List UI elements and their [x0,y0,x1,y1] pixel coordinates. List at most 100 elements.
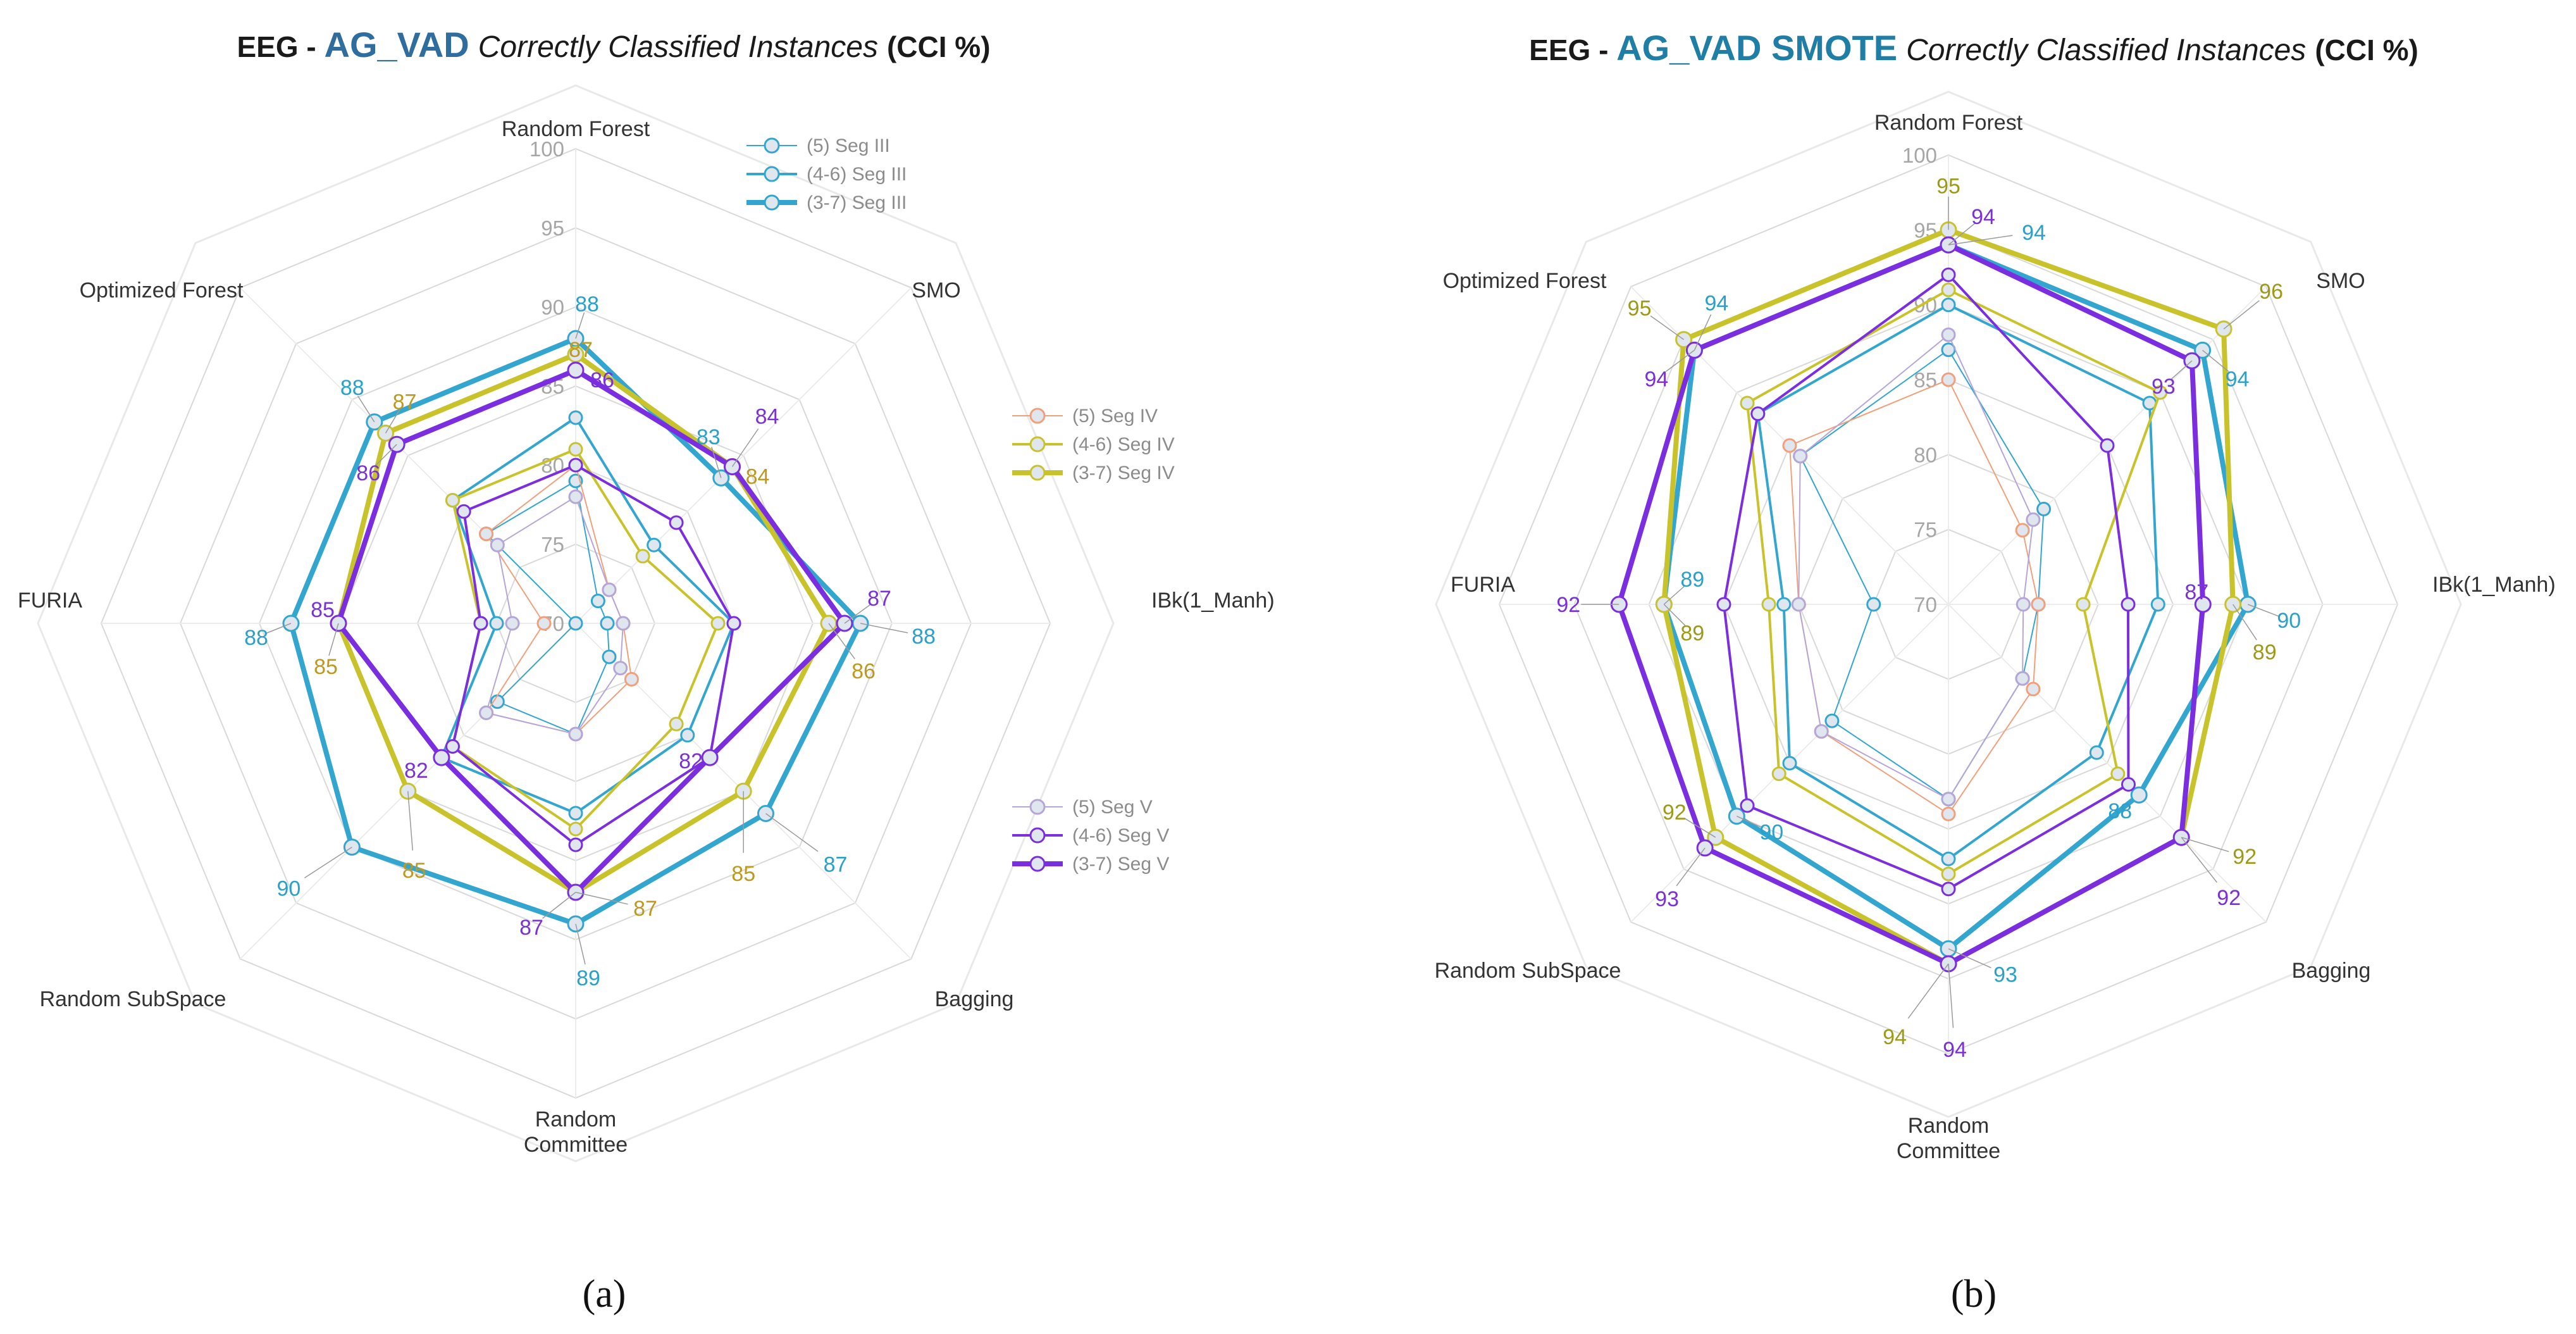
data-point-5-seg-v-7 [1782,438,1797,453]
outer-frame [1435,90,2462,1118]
data-label-95-21: 95 [1628,297,1652,321]
data-point-4-6-seg-v-4 [1941,882,1956,897]
data-point-4-6-seg-iv-0 [1941,282,1956,297]
data-label-93-17: 93 [1655,887,1679,911]
title-prefix-b: EEG - [1529,34,1616,66]
data-label-leader-15 [1684,818,1716,838]
data-point-4-6-seg-v-2 [726,616,741,631]
data-point-4-6-seg-v-1 [2100,438,2115,453]
data-point-4-6-seg-iii-0 [568,410,583,425]
data-label-leader-13 [542,892,576,919]
legend-entry-3-7-seg-v: (3-7) Seg V [1072,854,1169,875]
data-point-5-seg-iii-2 [600,616,615,631]
tick-label-80: 80 [1914,443,1937,466]
legend-entry-5-seg-iv: (5) Seg IV [1072,406,1158,427]
legend-entry-4-6-seg-iv: (4-6) Seg IV [1072,434,1175,455]
data-point-5-seg-v-6 [1791,597,1806,612]
data-point-4-6-seg-v-0 [1941,267,1956,282]
category-label-ibk-1-manh: IBk(1_Manh) [2432,573,2556,597]
data-label-82-9: 82 [679,749,703,773]
data-label-leader-20 [1663,604,1686,626]
data-point-5-seg-v-0 [1941,372,1956,387]
legend-swatch-marker-5-seg-iii [764,137,780,154]
data-label-87-22: 87 [393,390,417,415]
data-point-5-seg-iii-6 [1866,597,1881,612]
category-label-random-subspace: Random SubSpace [1435,959,1621,983]
data-point-5-seg-v-4 [1941,806,1956,821]
data-point-3-7-seg-v-5 [433,749,450,766]
legend-swatch-marker-5-seg-v [1029,799,1046,815]
tick-label-100: 100 [1902,144,1937,167]
data-label-85-19: 85 [314,655,338,679]
data-label-88-7: 88 [912,625,936,649]
data-label-94-14: 94 [1943,1038,1967,1062]
data-point-4-6-seg-iii-0 [1941,297,1956,313]
data-label-89-14: 89 [576,966,600,990]
data-label-88-10: 88 [2108,799,2132,823]
legend-swatch-marker-3-7-seg-iv [1029,464,1046,481]
data-label-leader-12 [1948,948,1991,968]
legend-swatch-marker-4-6-seg-iv [1029,436,1046,452]
data-label-leader-2 [1948,235,2013,246]
data-point-5-seg-v-0 [568,489,583,504]
category-label-smo: SMO [912,278,960,302]
data-point-4-6-seg-iii-1 [647,537,662,552]
data-label-87-13: 87 [519,916,543,940]
data-point-4-6-seg-v-6 [1716,597,1731,612]
data-label-leader-11 [2181,837,2217,883]
data-label-83-3: 83 [697,425,721,449]
category-label-furia: FURIA [1451,573,1515,597]
data-label-leader-14 [575,923,586,964]
data-point-4-6-seg-v-4 [568,837,583,852]
category-label-ibk-1-manh: IBk(1_Manh) [1151,589,1275,613]
data-label-90-16: 90 [1759,821,1783,845]
data-label-92-11: 92 [2217,886,2241,910]
data-point-4-6-seg-v-2 [2121,597,2136,612]
legend-top-right: (5) Seg III (4-6) Seg III (3-7) Seg III [746,135,907,213]
data-point-5-seg-v-1 [2026,512,2041,527]
series-line-4-6-seg-iv-4 [451,448,719,830]
data-label-85-16: 85 [402,859,426,883]
data-label-92-15: 92 [1663,801,1687,825]
data-label-94-22: 94 [1704,291,1728,315]
data-point-4-6-seg-iv-2 [2076,597,2091,612]
category-label-random-forest: Random Forest [1874,111,2023,135]
tick-label-75: 75 [1914,518,1937,542]
data-label-leader-14 [1948,963,1954,1028]
category-label-random-forest: Random Forest [502,117,650,141]
data-point-5-seg-iv-7 [479,527,494,542]
data-label-leader-7 [2248,604,2279,617]
data-label-89-20: 89 [1680,621,1704,645]
data-point-5-seg-iv-6 [536,616,552,631]
series-line-5-seg-v-6 [1798,334,2034,800]
data-label-leader-8 [2232,604,2257,640]
radar-panel-b: EEG - AG_VAD SMOTE Correctly Classified I… [1435,28,2556,1316]
legend-entry-4-6-seg-iii: (4-6) Seg III [807,164,907,185]
data-point-4-6-seg-iv-3 [669,716,684,732]
data-point-4-6-seg-iv-7 [1740,396,1755,411]
data-point-5-seg-v-2 [2031,597,2046,612]
data-point-5-seg-v-4 [568,726,583,742]
data-point-4-6-seg-iv-6 [1761,597,1776,612]
data-label-leader-13 [1907,963,1949,1019]
data-point-5-seg-v-7 [1793,449,1808,464]
category-label-smo: SMO [2316,269,2365,293]
data-label-leader-23 [1665,349,1695,372]
data-label-90-7: 90 [2277,609,2301,633]
data-label-leader-3 [2223,300,2260,330]
data-label-92-9: 92 [2232,845,2257,869]
data-label-94-23: 94 [1644,367,1668,391]
data-label-87-10: 87 [824,853,848,877]
data-point-4-6-seg-v-5 [445,739,460,754]
data-point-5-seg-v-7 [490,537,505,552]
data-label-96-3: 96 [2259,280,2283,304]
data-point-4-6-seg-iii-6 [1776,597,1792,612]
data-point-4-6-seg-iv-3 [2110,766,2126,782]
data-point-5-seg-v-4 [1941,792,1956,807]
legend-bottom-right: (5) Seg V (4-6) Seg V (3-7) Seg V [1012,797,1169,875]
data-label-86-23: 86 [356,461,380,485]
data-label-85-11: 85 [731,862,755,886]
